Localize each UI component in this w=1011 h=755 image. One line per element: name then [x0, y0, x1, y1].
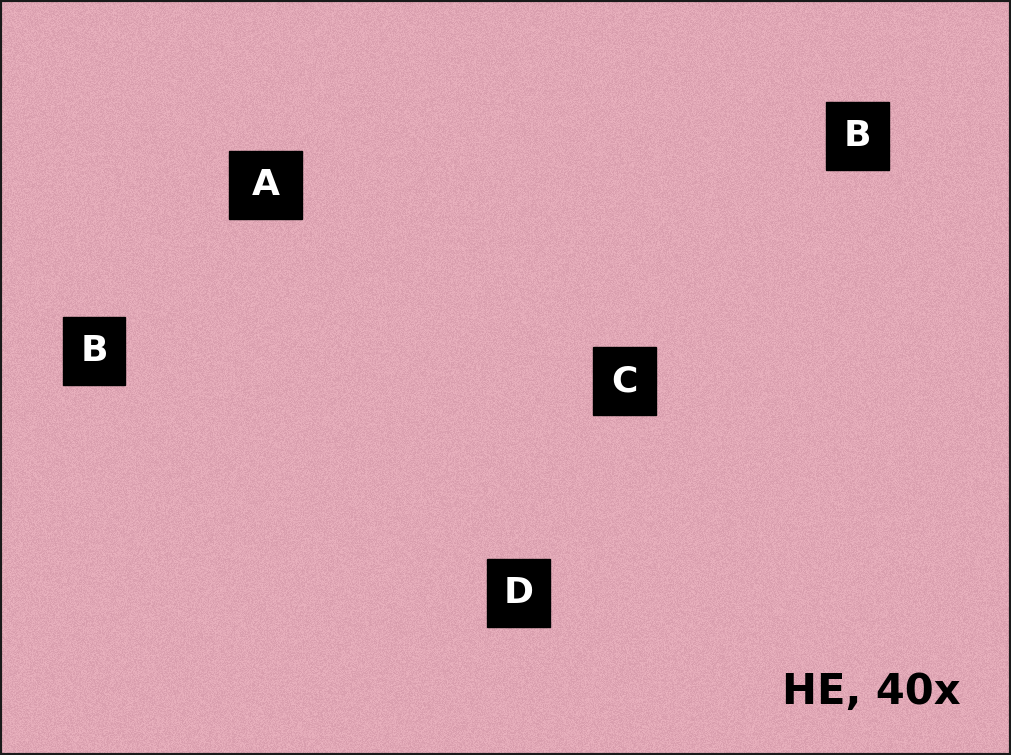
- FancyBboxPatch shape: [487, 559, 550, 627]
- Text: B: B: [80, 334, 108, 368]
- Text: B: B: [843, 119, 871, 153]
- FancyBboxPatch shape: [63, 317, 125, 385]
- FancyBboxPatch shape: [593, 347, 656, 415]
- Text: D: D: [503, 575, 534, 610]
- Text: C: C: [612, 364, 638, 399]
- FancyBboxPatch shape: [826, 102, 889, 170]
- Text: HE, 40x: HE, 40x: [783, 671, 960, 713]
- FancyBboxPatch shape: [229, 151, 302, 219]
- Text: A: A: [252, 168, 280, 202]
